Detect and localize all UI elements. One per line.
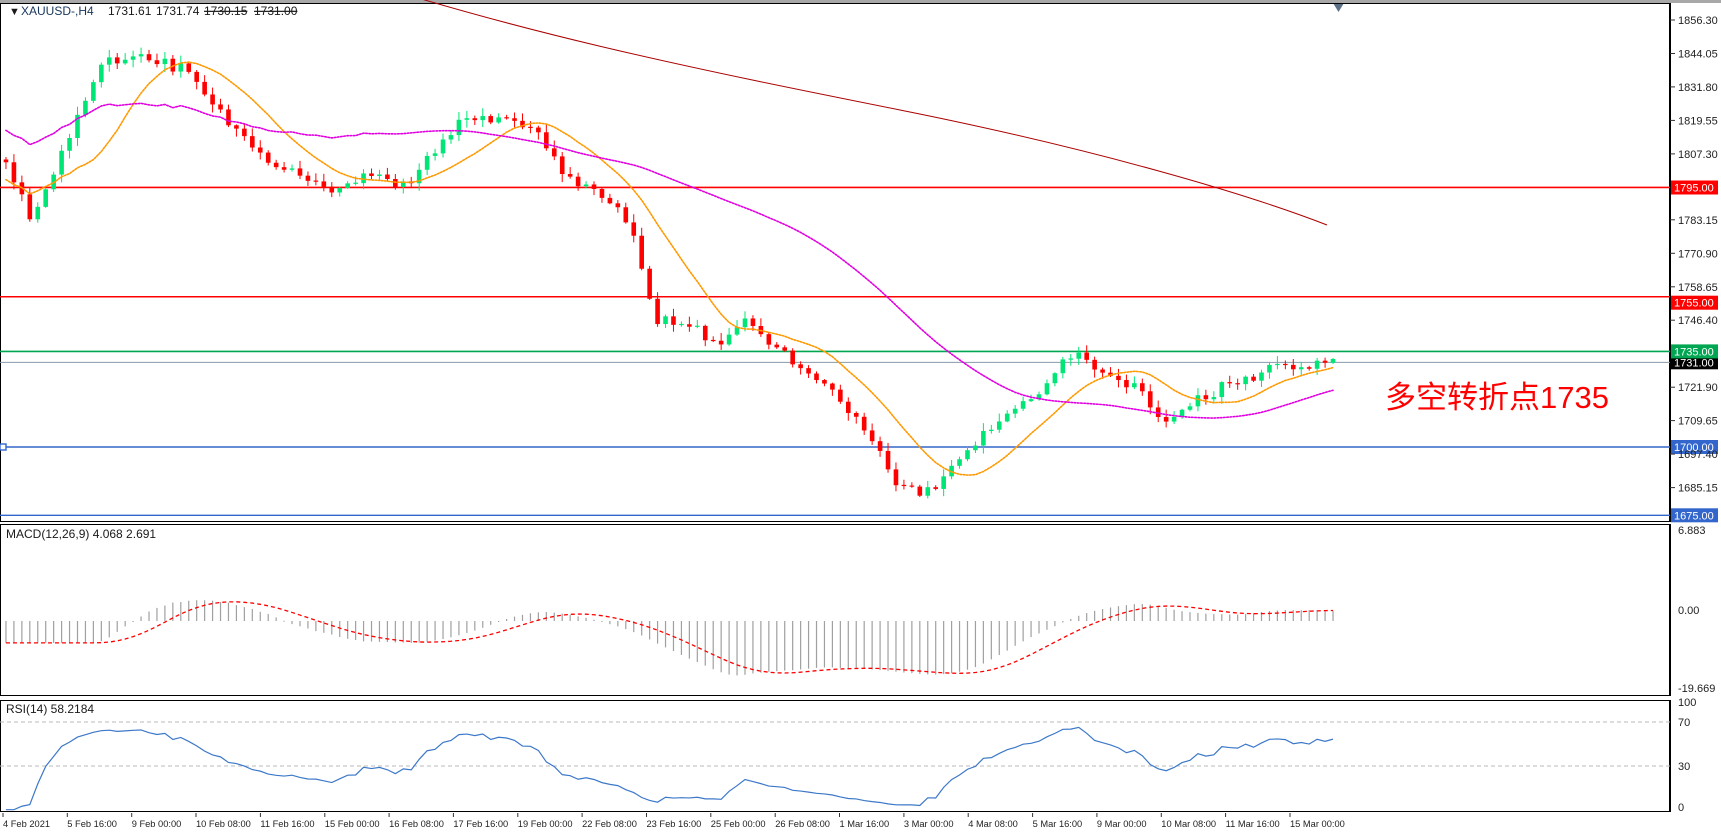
- svg-text:1844.05: 1844.05: [1678, 49, 1718, 61]
- svg-text:6.883: 6.883: [1678, 525, 1706, 537]
- svg-text:15 Feb 00:00: 15 Feb 00:00: [325, 819, 380, 829]
- svg-text:XAUUSD-,H4: XAUUSD-,H4: [21, 4, 94, 18]
- svg-text:1675.00: 1675.00: [1674, 510, 1714, 522]
- svg-text:1709.65: 1709.65: [1678, 416, 1718, 428]
- svg-text:0.00: 0.00: [1678, 605, 1699, 617]
- svg-text:26 Feb 08:00: 26 Feb 08:00: [775, 819, 830, 829]
- svg-text:22 Feb 08:00: 22 Feb 08:00: [582, 819, 637, 829]
- svg-text:9 Feb 00:00: 9 Feb 00:00: [132, 819, 182, 829]
- svg-text:1770.90: 1770.90: [1678, 248, 1718, 260]
- svg-text:4 Feb 2021: 4 Feb 2021: [3, 819, 50, 829]
- svg-text:1735.00: 1735.00: [1674, 346, 1714, 358]
- svg-text:11 Mar 16:00: 11 Mar 16:00: [1226, 819, 1280, 829]
- svg-text:1831.80: 1831.80: [1678, 82, 1718, 94]
- svg-text:1731.61: 1731.61: [108, 4, 152, 18]
- svg-text:10 Mar 08:00: 10 Mar 08:00: [1161, 819, 1216, 829]
- svg-text:0: 0: [1678, 802, 1684, 814]
- svg-text:5 Feb 16:00: 5 Feb 16:00: [67, 819, 117, 829]
- svg-text:1783.15: 1783.15: [1678, 215, 1718, 227]
- svg-text:16 Feb 08:00: 16 Feb 08:00: [389, 819, 444, 829]
- svg-text:1795.00: 1795.00: [1674, 183, 1714, 195]
- svg-text:1697.40: 1697.40: [1678, 449, 1718, 461]
- svg-text:4 Mar 08:00: 4 Mar 08:00: [968, 819, 1018, 829]
- svg-text:多空转折点1735: 多空转折点1735: [1385, 380, 1609, 415]
- svg-text:1685.15: 1685.15: [1678, 483, 1718, 495]
- svg-text:1755.00: 1755.00: [1674, 298, 1714, 310]
- svg-text:1731.00: 1731.00: [254, 4, 298, 18]
- svg-text:1731.74: 1731.74: [156, 4, 200, 18]
- svg-text:9 Mar 00:00: 9 Mar 00:00: [1097, 819, 1147, 829]
- svg-text:25 Feb 00:00: 25 Feb 00:00: [711, 819, 766, 829]
- svg-text:1807.30: 1807.30: [1678, 149, 1718, 161]
- svg-text:1721.90: 1721.90: [1678, 382, 1718, 394]
- svg-text:1731.00: 1731.00: [1674, 357, 1714, 369]
- svg-text:5 Mar 16:00: 5 Mar 16:00: [1033, 819, 1083, 829]
- svg-text:11 Feb 16:00: 11 Feb 16:00: [260, 819, 314, 829]
- svg-text:1819.55: 1819.55: [1678, 115, 1718, 127]
- svg-text:1746.40: 1746.40: [1678, 315, 1718, 327]
- svg-text:70: 70: [1678, 717, 1690, 729]
- svg-text:30: 30: [1678, 761, 1690, 773]
- svg-text:MACD(12,26,9) 4.068 2.691: MACD(12,26,9) 4.068 2.691: [6, 527, 156, 541]
- svg-text:23 Feb 16:00: 23 Feb 16:00: [647, 819, 702, 829]
- svg-text:15 Mar 00:00: 15 Mar 00:00: [1290, 819, 1345, 829]
- svg-text:17 Feb 16:00: 17 Feb 16:00: [453, 819, 508, 829]
- svg-text:▼: ▼: [9, 6, 20, 18]
- svg-text:19 Feb 00:00: 19 Feb 00:00: [518, 819, 573, 829]
- svg-text:3 Mar 00:00: 3 Mar 00:00: [904, 819, 954, 829]
- svg-text:1758.65: 1758.65: [1678, 282, 1718, 294]
- svg-text:1730.15: 1730.15: [204, 4, 248, 18]
- svg-text:-19.669: -19.669: [1678, 683, 1715, 695]
- svg-text:10 Feb 08:00: 10 Feb 08:00: [196, 819, 251, 829]
- svg-text:RSI(14) 58.2184: RSI(14) 58.2184: [6, 702, 94, 716]
- svg-text:1 Mar 16:00: 1 Mar 16:00: [840, 819, 890, 829]
- svg-text:1856.30: 1856.30: [1678, 15, 1718, 27]
- svg-text:100: 100: [1678, 697, 1696, 709]
